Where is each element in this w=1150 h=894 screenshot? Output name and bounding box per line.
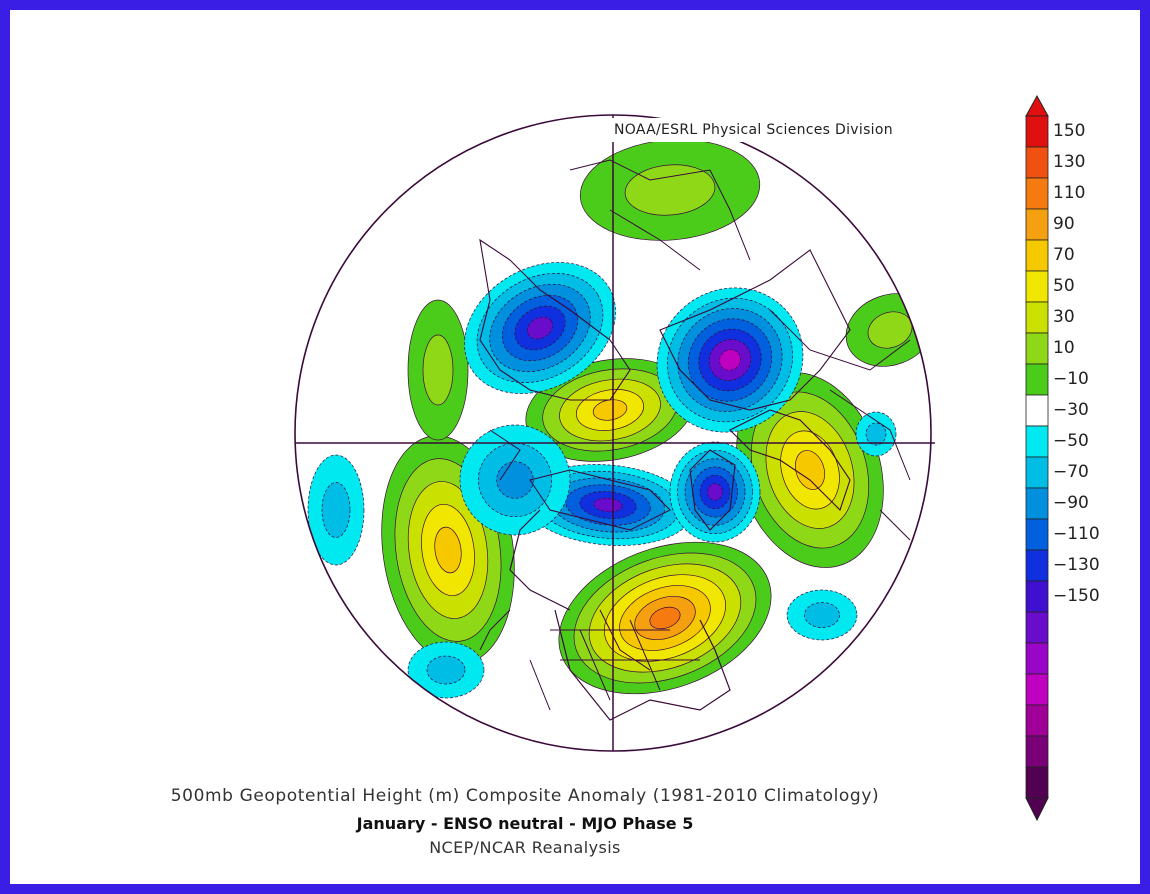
colorbar-tick-label: 70 [1053,245,1075,265]
credit-label: NOAA/ESRL Physical Sciences Division [592,118,932,142]
colorbar-swatch [1025,580,1049,613]
colorbar-tick-label: −70 [1053,462,1089,482]
contour-neg-110 [593,497,623,513]
colorbar-tick-label: 30 [1053,307,1075,327]
trough-subtropical-pacific [407,641,485,699]
contour-pos-130 [649,606,681,630]
colorbar [1025,94,1049,822]
ridge-east-siberia [579,139,761,241]
trough-east-pacific [307,454,365,566]
colorbar-swatch [1025,239,1049,272]
colorbar-swatch [1025,301,1049,334]
ridge-arctic [525,358,695,462]
trough-alaska [459,424,571,536]
colorbar-tick-label: 130 [1053,152,1086,172]
contour-neg-110 [707,483,723,501]
colorbar-swatch [1025,394,1049,427]
trough-subtropical-atlantic [786,589,858,641]
colorbar-tick-label: 10 [1053,338,1075,358]
colorbar-tick-label: 110 [1053,183,1086,203]
colorbar-swatch [1025,363,1049,396]
colorbar-swatch [1025,146,1049,179]
colorbar-tick-label: −50 [1053,431,1089,451]
colorbar-swatch [1025,642,1049,675]
colorbar-tick-label: −150 [1053,586,1100,606]
trough-greenland [669,441,761,543]
contour-neg-110 [527,316,553,340]
trough-canada-arctic [522,464,694,546]
contour-neg-30 [321,482,351,538]
colorbar-tick-label: −110 [1053,524,1100,544]
contour-pos-30 [624,164,716,216]
polar-map [294,114,935,752]
contour-pos-90 [794,450,826,490]
colorbar-top-arrow [1025,94,1049,117]
colorbar-swatch [1025,673,1049,706]
colorbar-tick-label: 50 [1053,276,1075,296]
title-line-1: 500mb Geopotential Height (m) Composite … [170,786,880,806]
colorbar-swatch [1025,425,1049,458]
colorbar-swatch [1025,704,1049,737]
anomaly-field [307,139,931,699]
colorbar-tick-label: 150 [1053,121,1086,141]
ridge-west-pacific [407,299,469,441]
colorbar-tick-label: −30 [1053,400,1089,420]
title-line-2: January - ENSO neutral - MJO Phase 5 [356,814,694,833]
colorbar-swatch [1025,549,1049,582]
trough-northern-russia [656,287,804,433]
colorbar-swatch [1025,270,1049,303]
ridge-north-atlantic [736,372,884,568]
colorbar-swatch [1025,456,1049,489]
colorbar-swatch [1025,611,1049,644]
colorbar-tick-label: 90 [1053,214,1075,234]
colorbar-swatch [1025,487,1049,520]
contour-neg-50 [496,461,534,499]
colorbar-tick-label: −90 [1053,493,1089,513]
colorbar-swatch [1025,332,1049,365]
figure-frame: NOAA/ESRL Physical Sciences Division 150… [10,10,1140,884]
ridge-eastern-north-america [558,541,772,695]
contour-neg-30 [865,422,887,446]
colorbar-swatch [1025,115,1049,148]
colorbar-swatch [1025,177,1049,210]
contour-neg-130 [719,349,741,371]
contour-neg-30 [804,602,840,628]
colorbar-tick-label: −130 [1053,555,1100,575]
coastlines [479,159,911,721]
colorbar-tick-label: −10 [1053,369,1089,389]
colorbar-swatch [1025,518,1049,551]
trough-mediterranean [855,411,897,457]
contour-pos-90 [434,526,462,574]
colorbar-bottom-arrow [1025,797,1049,822]
colorbar-swatch [1025,208,1049,241]
title-line-3: NCEP/NCAR Reanalysis [429,838,621,857]
map-boundary [294,114,932,752]
contour-pos-30 [422,334,454,406]
contour-neg-30 [426,655,466,685]
colorbar-swatch [1025,735,1049,768]
